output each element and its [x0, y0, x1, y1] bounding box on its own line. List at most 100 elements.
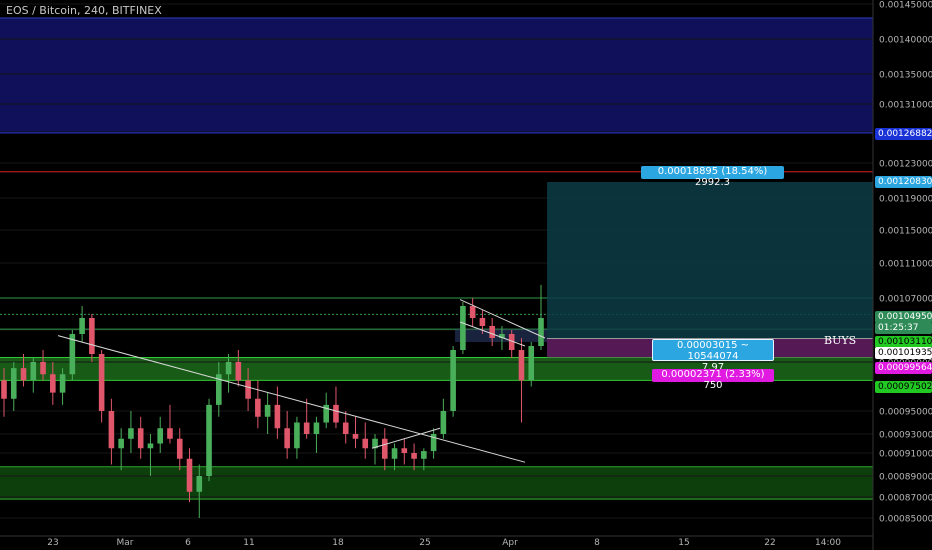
x-tick-label-3: 11	[243, 538, 254, 548]
candle-10	[98, 350, 105, 423]
candle-19	[186, 448, 193, 503]
candle-13	[128, 411, 134, 453]
candle-body-9	[89, 318, 95, 354]
price-tag-3: 01:25:37	[875, 322, 932, 334]
candle-9	[89, 314, 95, 362]
chart-title: EOS / Bitcoin, 240, BITFINEX	[6, 4, 162, 17]
candle-55	[538, 284, 544, 350]
target-info-box: 0.00018895 (18.54%) 2992.3	[641, 166, 784, 188]
candle-body-2	[20, 368, 27, 381]
candle-4	[40, 350, 46, 381]
candle-47	[460, 302, 466, 354]
price-tag-5: 0.00101935	[875, 347, 932, 359]
candle-5	[50, 362, 56, 405]
candle-body-45	[440, 411, 447, 434]
candle-body-43	[421, 451, 427, 459]
candle-45	[440, 398, 447, 439]
y-tick-label-12: 0.00095000	[879, 408, 932, 418]
candle-7	[69, 330, 76, 381]
x-tick-label-5: 25	[419, 538, 430, 548]
candle-16	[157, 416, 164, 453]
candle-18	[176, 428, 183, 471]
x-tick-label-2: 6	[185, 538, 191, 548]
candle-22	[216, 362, 222, 417]
candle-body-51	[499, 334, 505, 338]
candle-23	[225, 354, 232, 393]
candle-8	[79, 306, 85, 342]
y-tick-label-1: 0.00140000	[879, 36, 932, 46]
candle-body-10	[98, 354, 105, 411]
candle-27	[264, 392, 271, 434]
target-zone	[547, 181, 873, 339]
candle-body-8	[79, 318, 85, 334]
candle-25	[245, 368, 251, 411]
candle-32	[313, 416, 320, 453]
price-tag-2: 0.00104950	[875, 311, 932, 323]
descending-trend-line	[57, 335, 526, 463]
candle-50	[489, 318, 495, 346]
x-tick-label-4: 18	[332, 538, 344, 548]
candle-46	[450, 346, 456, 417]
candle-53	[518, 338, 525, 423]
candle-38	[372, 434, 378, 465]
stop-info-box: 0.00002371 (2.33%) 750	[652, 369, 774, 391]
candle-44	[430, 428, 437, 459]
resistance-zone	[0, 18, 873, 133]
x-tick-label-1: Mar	[117, 538, 134, 548]
candle-body-15	[147, 443, 154, 449]
x-tick-label-0: 23	[47, 538, 58, 548]
flag-upper-line	[459, 299, 546, 339]
candle-body-25	[245, 380, 251, 399]
price-tag-1: 0.00120830	[875, 176, 932, 188]
candle-body-1	[10, 368, 17, 399]
candle-48	[469, 298, 476, 326]
candle-29	[284, 411, 290, 459]
entry-info-line2: 7.97	[701, 362, 725, 373]
candle-6	[59, 368, 66, 405]
x-tick-label-10: 14:00	[815, 538, 841, 548]
price-tag-6: 0.00099564	[875, 362, 932, 374]
candle-body-26	[255, 398, 261, 417]
candle-body-5	[50, 374, 56, 393]
price-tag-7: 0.00097502	[875, 381, 932, 393]
candle-body-23	[225, 362, 232, 375]
x-tick-label-7: 8	[594, 538, 600, 548]
candle-body-31	[303, 422, 310, 434]
candle-body-46	[450, 350, 456, 411]
candle-21	[206, 398, 212, 482]
candle-body-36	[352, 434, 359, 439]
candle-34	[333, 386, 339, 429]
candle-body-39	[381, 438, 388, 459]
flag-lower-line	[459, 321, 526, 347]
candle-body-47	[460, 306, 466, 350]
support-zone-lower	[0, 466, 873, 500]
candle-body-54	[528, 346, 535, 381]
candle-17	[167, 404, 173, 444]
candle-52	[508, 330, 515, 358]
candle-body-40	[391, 448, 398, 459]
y-tick-label-17: 0.00085000	[879, 515, 932, 525]
candle-20	[196, 464, 203, 518]
candle-14	[137, 416, 144, 459]
candle-43	[421, 448, 427, 471]
y-tick-label-0: 0.00145000	[879, 1, 932, 11]
candle-35	[342, 411, 349, 444]
y-tick-label-14: 0.00091000	[879, 450, 932, 460]
candle-11	[108, 398, 115, 465]
candle-body-28	[274, 404, 281, 429]
candle-body-14	[137, 428, 144, 449]
candle-37	[362, 422, 369, 459]
candle-31	[303, 398, 310, 439]
candle-12	[118, 428, 124, 471]
buys-label: BUYS	[824, 334, 857, 347]
candle-41	[401, 438, 408, 465]
candle-body-0	[1, 380, 7, 399]
candle-body-16	[157, 428, 164, 444]
candle-body-21	[206, 404, 212, 476]
candle-body-24	[235, 362, 242, 381]
candle-body-18	[176, 438, 183, 459]
y-tick-label-9: 0.00107000	[879, 295, 932, 305]
candle-body-29	[284, 428, 290, 449]
candle-1	[10, 362, 17, 411]
